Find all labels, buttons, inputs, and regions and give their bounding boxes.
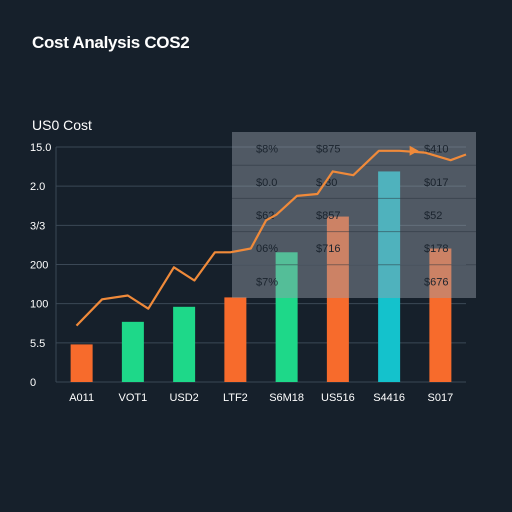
x-tick-label: US516 <box>321 392 355 404</box>
bars <box>70 171 452 382</box>
overlay-cell: $8% <box>256 144 278 156</box>
bar <box>326 216 349 382</box>
trend-arrow-head <box>409 145 419 156</box>
overlay-cell: $857 <box>316 210 340 222</box>
x-tick-labels: A011 VOT1 USD2 LTF2 S6M18 US516 S4416 S017 <box>69 392 453 404</box>
overlay-cell: $7% <box>256 276 278 288</box>
bar <box>224 297 247 382</box>
x-tick-label: S4416 <box>373 392 405 404</box>
x-tick-label: A011 <box>69 392 94 404</box>
x-tick-label: S017 <box>428 392 454 404</box>
x-tick-label: VOT1 <box>119 392 148 404</box>
x-tick-label: LTF2 <box>223 392 248 404</box>
y-tick-label: 0 <box>30 377 36 389</box>
bar <box>429 248 452 382</box>
y-tick-label: 2.0 <box>30 181 45 193</box>
bar <box>378 171 401 382</box>
overlay-cell: $52 <box>424 210 442 222</box>
bar <box>173 306 196 382</box>
overlay-cell: $716 <box>316 243 340 255</box>
overlay-cell: 06% <box>256 243 278 255</box>
overlay-cell: $178 <box>424 243 448 255</box>
x-tick-label: USD2 <box>169 392 198 404</box>
overlay-cell: $410 <box>424 144 448 156</box>
x-tick-label: S6M18 <box>269 392 304 404</box>
y-tick-label: 3/3 <box>30 220 45 232</box>
y-tick-label: 15.0 <box>30 142 51 154</box>
y-tick-label: 200 <box>30 260 48 272</box>
overlay-panel <box>232 132 476 298</box>
overlay-cell: $.30 <box>316 177 337 189</box>
bar <box>121 321 144 382</box>
overlay-cell: $0.0 <box>256 177 277 189</box>
y-axis-title: US0 Cost <box>32 117 92 133</box>
overlay-cell: $875 <box>316 144 340 156</box>
y-tick-labels: 15.0 2.0 3/3 200 100 5.5 0 <box>30 142 51 389</box>
overlay-cell: $017 <box>424 177 448 189</box>
trend-line-path <box>75 149 467 327</box>
overlay-cell: $676 <box>424 276 448 288</box>
chart-title: Cost Analysis COS2 <box>32 33 190 52</box>
bar <box>275 252 298 382</box>
bar <box>70 344 93 382</box>
trend-line <box>75 145 467 327</box>
y-tick-label: 100 <box>30 299 48 311</box>
y-tick-label: 5.5 <box>30 338 45 350</box>
